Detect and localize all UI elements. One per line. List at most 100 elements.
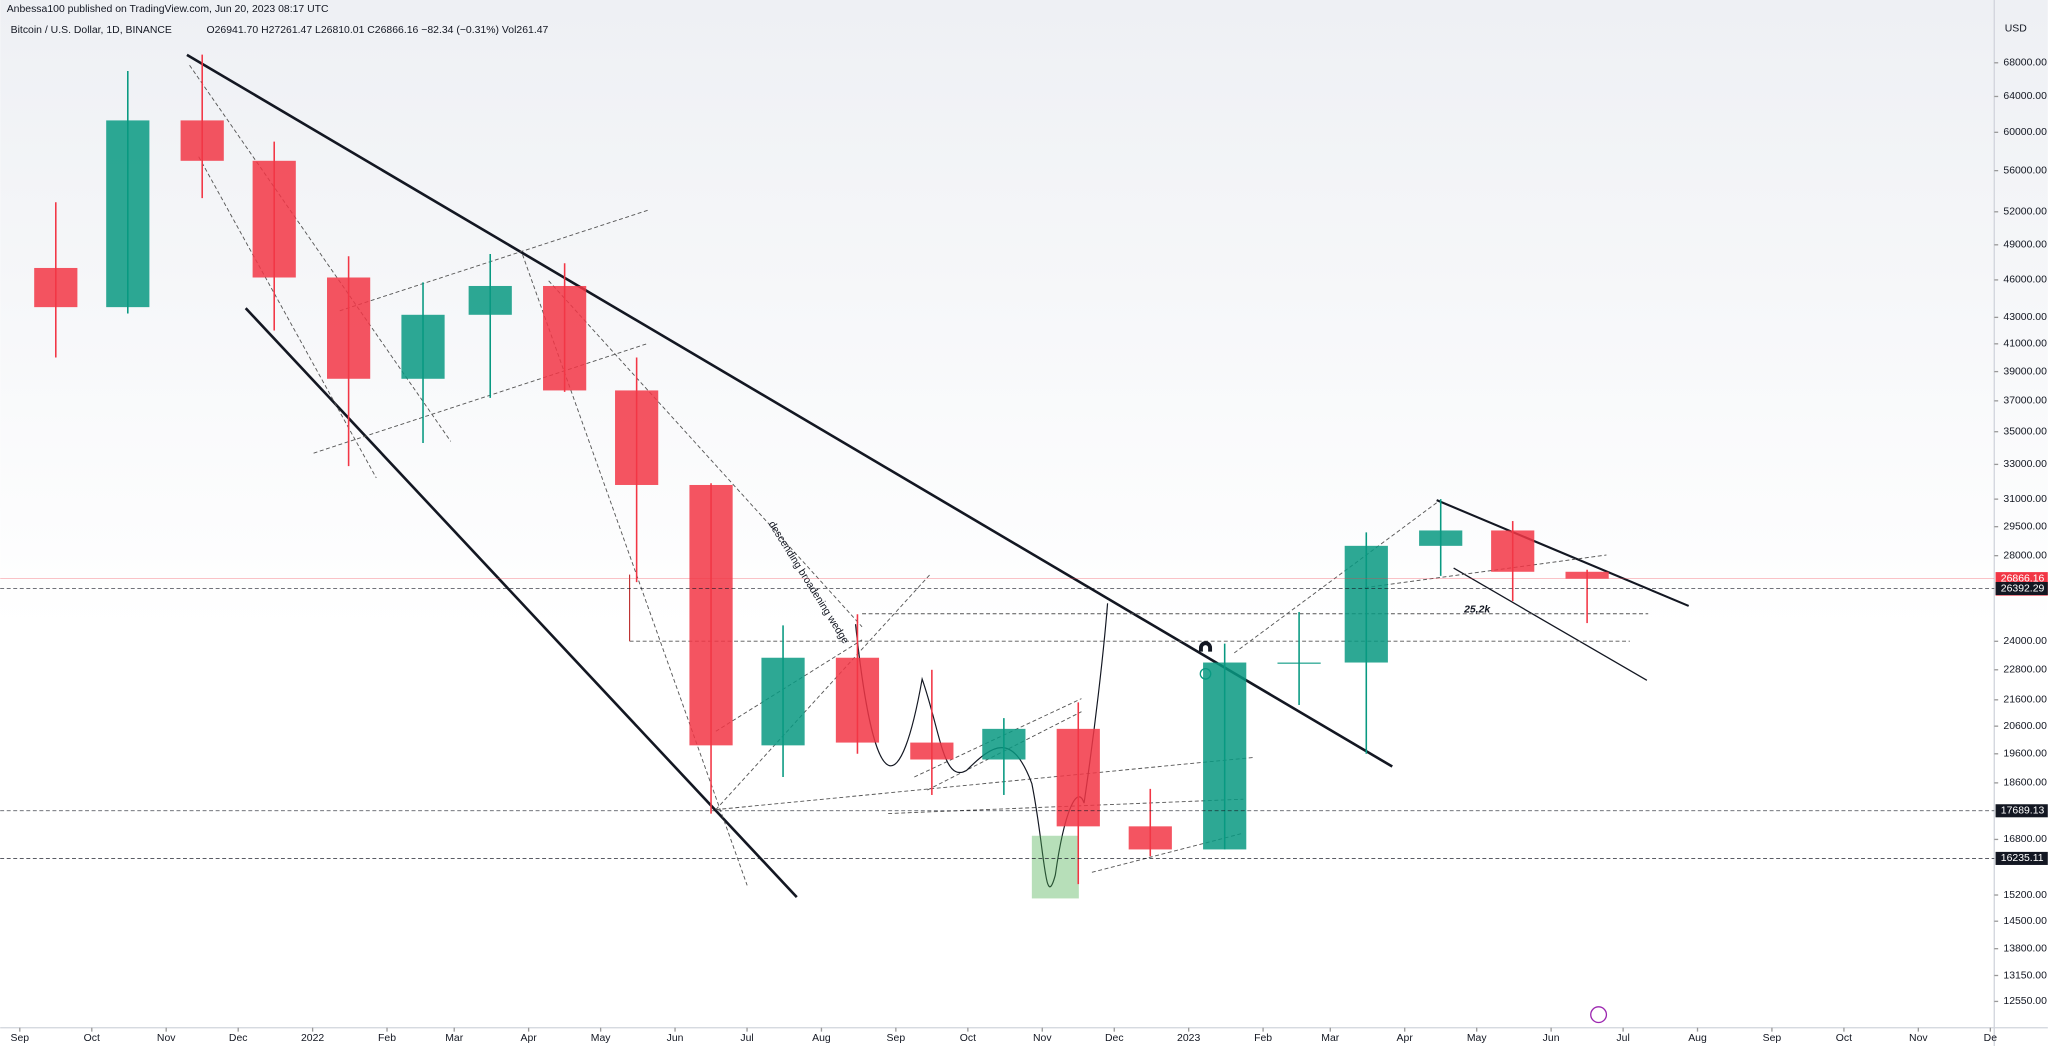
candle-body xyxy=(34,267,78,308)
y-tick-label: 41000.00 xyxy=(2003,339,2047,350)
magnet-icon xyxy=(1198,641,1213,652)
x-tick-label: Nov xyxy=(157,1033,176,1044)
dashed-line xyxy=(198,156,377,479)
price-tag-label: 17689.13 xyxy=(2001,806,2045,817)
y-tick-label: 18600.00 xyxy=(2003,778,2047,789)
y-tick-label: 52000.00 xyxy=(2003,207,2047,218)
x-tick-label: Sep xyxy=(10,1033,29,1044)
y-tick-label: 43000.00 xyxy=(2003,312,2047,323)
price-tag xyxy=(1995,851,2048,865)
dashed-line xyxy=(339,209,649,312)
candle-body xyxy=(180,120,224,161)
ohlc-legend: O26941.70 H27261.47 L26810.01 C26866.16 … xyxy=(207,25,549,36)
candle-body xyxy=(543,285,587,391)
candle-body xyxy=(1419,530,1463,546)
candle-body xyxy=(1056,728,1100,827)
trendline xyxy=(1453,567,1648,681)
price-tag-label: 26866.16 xyxy=(2001,573,2045,584)
y-tick-label: 29500.00 xyxy=(2003,521,2047,532)
candle-body xyxy=(1203,662,1247,850)
candle-body xyxy=(106,120,150,308)
trendline xyxy=(244,307,798,899)
zone xyxy=(1031,835,1079,899)
y-tick-label: 13150.00 xyxy=(2003,970,2047,981)
x-tick-label: Sep xyxy=(887,1033,906,1044)
x-tick-label: Feb xyxy=(1254,1033,1272,1044)
candle-body xyxy=(910,742,954,760)
candle-body xyxy=(615,390,659,485)
x-tick-label: Apr xyxy=(1397,1033,1414,1044)
credit: Anbessa100 published on TradingView.com,… xyxy=(7,4,329,15)
candles xyxy=(34,54,1609,885)
price-tag xyxy=(1995,804,2048,818)
y-tick-label: 15200.00 xyxy=(2003,890,2047,901)
lightning-icon xyxy=(1590,1006,1608,1024)
x-tick-label: Nov xyxy=(1033,1033,1052,1044)
annotation: 25,2k xyxy=(1463,605,1491,616)
y-tick-label: 31000.00 xyxy=(2003,494,2047,505)
x-tick-label: Mar xyxy=(445,1033,463,1044)
price-tag-label: 16235.11 xyxy=(2001,853,2044,864)
x-tick-label: Jun xyxy=(1543,1033,1560,1044)
y-tick-label: 19600.00 xyxy=(2003,749,2047,760)
y-tick-label: 56000.00 xyxy=(2003,165,2047,176)
y-tick-label: 20600.00 xyxy=(2003,721,2047,732)
candle-body xyxy=(1277,662,1321,664)
x-tick-label: Aug xyxy=(812,1033,831,1044)
dashed-line xyxy=(715,574,931,810)
candle-body xyxy=(468,285,512,315)
x-tick-label: Oct xyxy=(1836,1033,1852,1044)
candle-body xyxy=(1491,530,1535,572)
x-tick-label: Jul xyxy=(740,1033,753,1044)
candle-body xyxy=(252,160,296,278)
y-tick-label: 64000.00 xyxy=(2003,91,2047,102)
x-tick-label: May xyxy=(1467,1033,1487,1044)
y-tick-label: 21600.00 xyxy=(2003,695,2047,706)
candle-body xyxy=(982,728,1026,760)
candle-body xyxy=(1565,571,1609,579)
y-tick-label: 24000.00 xyxy=(2003,636,2047,647)
y-tick-label: 37000.00 xyxy=(2003,396,2047,407)
y-tick-label: 35000.00 xyxy=(2003,426,2047,437)
price-tag-label: 26392.29 xyxy=(2001,583,2045,594)
x-tick-label: May xyxy=(591,1033,611,1044)
dashed-line xyxy=(715,756,1254,811)
candle-body xyxy=(1344,545,1388,663)
y-tick-label: 68000.00 xyxy=(2003,58,2047,69)
y-tick-label: 22800.00 xyxy=(2003,665,2047,676)
dashed-line xyxy=(1233,502,1437,654)
x-tick-label: Aug xyxy=(1688,1033,1707,1044)
y-tick-label: 60000.00 xyxy=(2003,127,2047,138)
y-tick-label: 12550.00 xyxy=(2003,996,2047,1007)
x-tick-label: Mar xyxy=(1321,1033,1339,1044)
candle-body xyxy=(761,657,805,746)
x-tick-label: 2023 xyxy=(1177,1033,1200,1044)
y-tick-label: 49000.00 xyxy=(2003,240,2047,251)
y-tick-label: 13800.00 xyxy=(2003,943,2047,954)
dashed-line xyxy=(548,280,863,628)
x-tick-label: Oct xyxy=(84,1033,100,1044)
x-tick-label: Dec xyxy=(1105,1033,1124,1044)
x-tick-label: Sep xyxy=(1763,1033,1782,1044)
y-tick-label: 46000.00 xyxy=(2003,275,2047,286)
y-tick-label: 33000.00 xyxy=(2003,459,2047,470)
trendline xyxy=(186,53,1393,768)
candle-body xyxy=(689,484,733,746)
x-tick-label: Jul xyxy=(1616,1033,1629,1044)
candle-body xyxy=(835,657,880,743)
x-tick-label: Apr xyxy=(521,1033,538,1044)
y-tick-label: 28000.00 xyxy=(2003,550,2047,561)
x-tick-label: Feb xyxy=(378,1033,396,1044)
currency: USD xyxy=(2005,23,2027,34)
y-tick-label: 39000.00 xyxy=(2003,366,2047,377)
x-tick-label: De xyxy=(1984,1033,1998,1044)
x-tick-label: Oct xyxy=(960,1033,976,1044)
x-tick-label: 2022 xyxy=(301,1033,324,1044)
price-tag xyxy=(1995,581,2048,596)
y-tick-label: 14500.00 xyxy=(2003,916,2047,927)
candle-body xyxy=(401,314,445,379)
y-tick-label: 16800.00 xyxy=(2003,834,2047,845)
